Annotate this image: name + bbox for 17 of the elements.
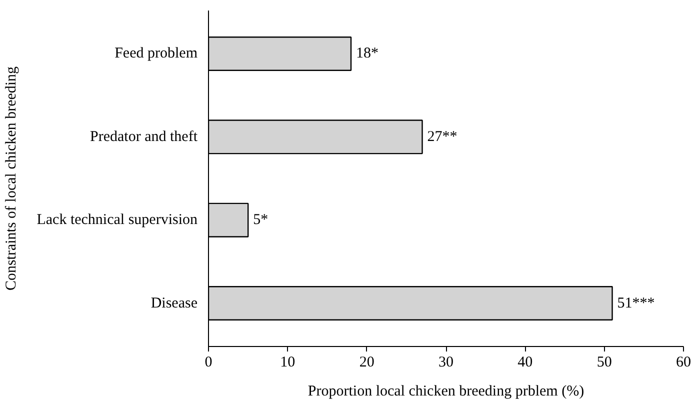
data-label: 51*** (617, 295, 655, 312)
x-tick-label: 0 (204, 354, 212, 370)
y-tick-label: Disease (150, 295, 198, 312)
x-tick-label: 30 (438, 354, 454, 370)
data-label: 5* (253, 212, 268, 228)
x-axis-title: Proportion local chicken breeding prblem (%) (308, 384, 584, 400)
data-label: 18* (356, 46, 378, 62)
y-tick-label: Predator and theft (90, 128, 198, 145)
y-tick-label: Feed problem (114, 46, 198, 62)
x-tick-label: 10 (280, 354, 296, 370)
y-axis-title: Constraints of local chicken breeding (4, 66, 20, 291)
x-tick-label: 60 (676, 354, 691, 370)
data-label: 27** (427, 128, 458, 145)
x-tick-label: 20 (359, 354, 374, 370)
x-tick-label: 40 (518, 354, 533, 370)
y-tick-label: Lack technical supervision (36, 212, 198, 228)
x-tick-label: 50 (596, 354, 612, 370)
